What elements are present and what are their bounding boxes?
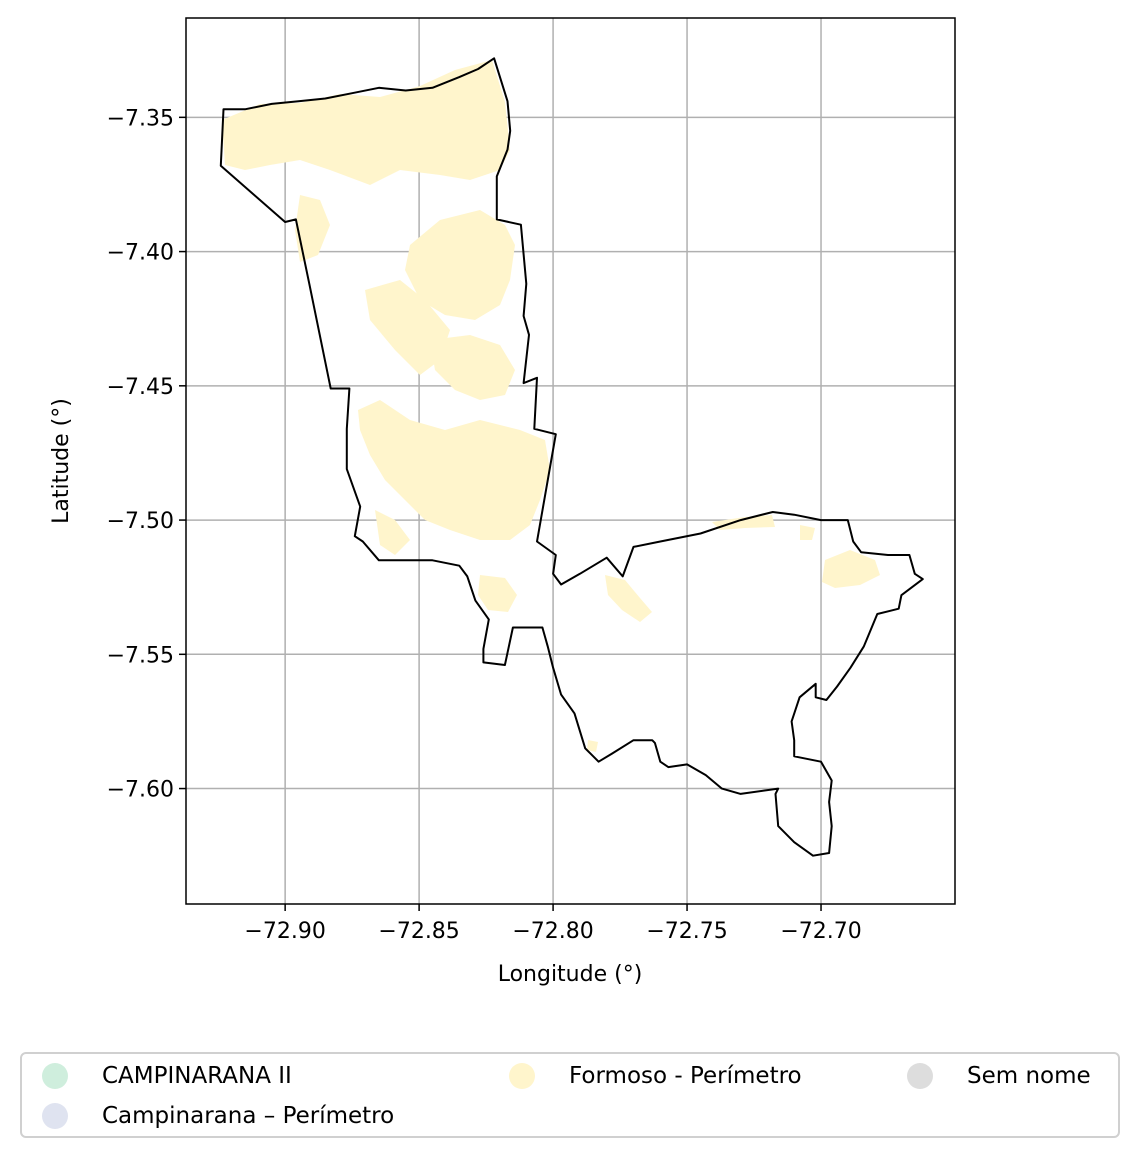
legend-label: Formoso - Perímetro (569, 1063, 802, 1089)
forest-patch (800, 525, 815, 540)
forest-patch (822, 550, 880, 588)
legend-label: CAMPINARANA II (102, 1063, 292, 1089)
forest-patch (405, 210, 515, 320)
x-axis: −72.90 −72.85 −72.80 −72.75 −72.70 (244, 904, 862, 944)
y-tick-label: −7.60 (107, 778, 174, 803)
legend-item-campinarana-perimetro: Campinarana – Perímetro (42, 1099, 394, 1133)
forest-patch (430, 335, 515, 400)
forest-patch (365, 280, 450, 375)
legend: CAMPINARANA II Campinarana – Perímetro F… (20, 1052, 1120, 1138)
forest-patch (587, 740, 598, 752)
forest-patch (375, 510, 410, 555)
legend-item-campinarana-ii: CAMPINARANA II (42, 1059, 292, 1093)
y-tick-label: −7.35 (107, 106, 174, 131)
x-tick-label: −72.80 (512, 919, 593, 944)
y-axis-label: Latitude (°) (49, 398, 74, 524)
x-tick-label: −72.90 (244, 919, 325, 944)
forest-patch (712, 515, 775, 530)
y-tick-label: −7.40 (107, 241, 174, 266)
legend-marker (509, 1063, 535, 1089)
forest-patch (222, 60, 510, 185)
legend-marker (42, 1103, 68, 1129)
legend-label: Sem nome (967, 1063, 1091, 1089)
forest-patch (605, 575, 652, 622)
formoso-perimetro-areas (222, 60, 880, 752)
y-tick-label: −7.55 (107, 643, 174, 668)
legend-item-formoso-perimetro: Formoso - Perímetro (509, 1059, 802, 1093)
x-tick-label: −72.70 (780, 919, 861, 944)
x-tick-label: −72.85 (378, 919, 459, 944)
forest-patch (295, 195, 330, 262)
legend-item-sem-nome: Sem nome (907, 1059, 1091, 1093)
x-axis-label: Longitude (°) (498, 962, 643, 987)
legend-label: Campinarana – Perímetro (102, 1103, 395, 1129)
y-tick-label: −7.50 (107, 509, 174, 534)
forest-patch (358, 400, 550, 540)
x-tick-label: −72.75 (646, 919, 727, 944)
plot-frame (185, 17, 956, 905)
forest-patch (478, 575, 517, 612)
municipality-boundary (219, 57, 924, 857)
y-axis: −7.35 −7.40 −7.45 −7.50 −7.55 −7.60 (107, 106, 186, 803)
y-tick-label: −7.45 (107, 375, 174, 400)
legend-marker (907, 1063, 933, 1089)
legend-marker (42, 1063, 68, 1089)
